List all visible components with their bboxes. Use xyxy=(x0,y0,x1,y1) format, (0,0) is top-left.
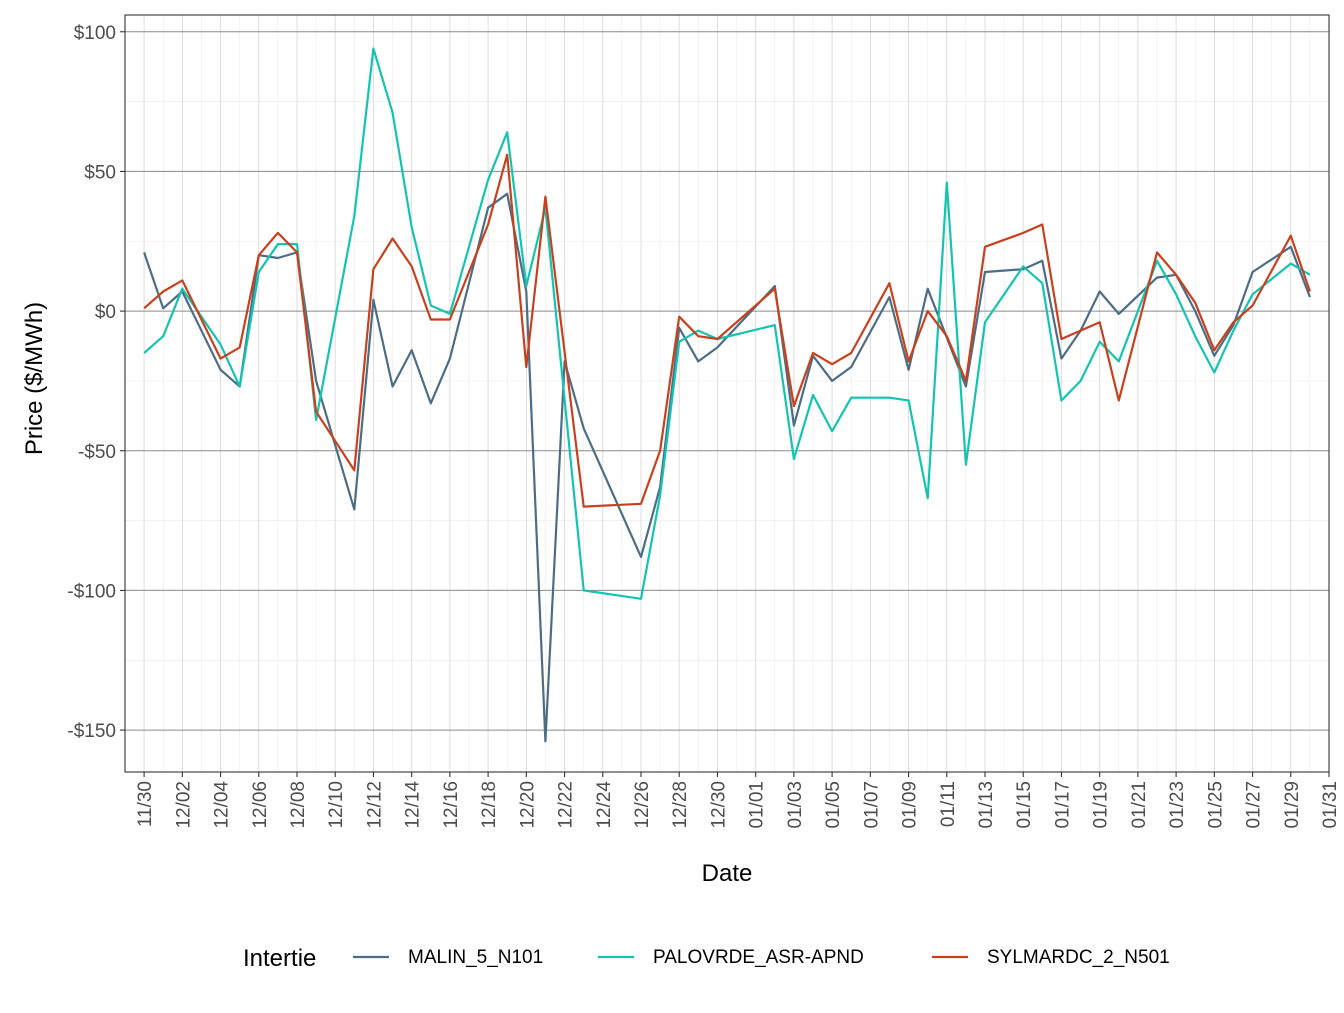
legend: Intertie MALIN_5_N101 PALOVRDE_ASR-APND SY… xyxy=(243,945,1170,972)
x-axis: 11/30 12/02 12/04 12/06 12/08 12/10 12/12 12/14… xyxy=(135,772,1341,829)
y-tick-label: $0 xyxy=(95,302,116,323)
series-line-malin_5_n101 xyxy=(143,192,1311,743)
x-tick-label: 01/27 xyxy=(1244,781,1265,829)
x-tick-label: 12/04 xyxy=(212,781,233,829)
series-line-sylmardc_2_n501 xyxy=(143,153,1311,508)
legend-label-palovrde_asr-apnd: PALOVRDE_ASR-APND xyxy=(653,947,864,968)
y-axis: $100 $50 $0 -$50 -$100 -$150 xyxy=(67,23,125,742)
series-lines xyxy=(143,47,1311,743)
x-tick-label: 12/14 xyxy=(403,781,424,829)
x-tick-label: 12/12 xyxy=(364,781,385,829)
legend-label-sylmardc_2_n501: SYLMARDC_2_N501 xyxy=(987,947,1170,968)
x-tick-label: 12/24 xyxy=(594,781,615,829)
y-tick-label: -$100 xyxy=(67,581,116,602)
x-tick-label: 12/06 xyxy=(250,781,271,829)
x-tick-label: 11/30 xyxy=(135,781,156,827)
x-tick-label: 12/20 xyxy=(517,781,538,829)
legend-label-malin_5_n101: MALIN_5_N101 xyxy=(408,947,543,968)
x-tick-label: 12/08 xyxy=(288,781,309,829)
x-tick-label: 01/11 xyxy=(938,781,959,827)
x-axis-title: Date xyxy=(702,860,753,887)
x-tick-label: 01/15 xyxy=(1014,781,1035,829)
x-tick-label: 01/03 xyxy=(785,781,806,829)
x-tick-label: 01/07 xyxy=(861,781,882,829)
legend-title: Intertie xyxy=(243,945,316,972)
y-tick-label: -$50 xyxy=(78,442,116,463)
x-tick-label: 01/23 xyxy=(1167,781,1188,829)
x-tick-label: 01/21 xyxy=(1129,781,1150,829)
plot-border xyxy=(124,14,1330,773)
x-tick-label: 01/17 xyxy=(1052,781,1073,829)
y-tick-label: $100 xyxy=(74,23,116,44)
x-tick-label: 12/02 xyxy=(173,781,194,829)
x-tick-label: 01/29 xyxy=(1282,781,1303,829)
x-tick-label: 01/25 xyxy=(1205,781,1226,829)
x-tick-label: 12/22 xyxy=(556,781,577,829)
x-tick-label: 01/31 xyxy=(1320,781,1341,829)
x-tick-label: 01/09 xyxy=(900,781,921,829)
x-tick-label: 01/01 xyxy=(747,781,768,829)
x-tick-label: 12/30 xyxy=(708,781,729,829)
legend-items: MALIN_5_N101 PALOVRDE_ASR-APND SYLMARDC_2_… xyxy=(353,947,1170,968)
x-tick-label: 12/16 xyxy=(441,781,462,829)
y-tick-label: $50 xyxy=(84,162,116,183)
x-tick-label: 12/18 xyxy=(479,781,500,829)
x-tick-label: 12/28 xyxy=(670,781,691,829)
gridlines xyxy=(124,15,1330,772)
x-tick-label: 12/26 xyxy=(632,781,653,829)
x-tick-label: 01/05 xyxy=(823,781,844,829)
x-tick-label: 01/13 xyxy=(976,781,997,829)
x-tick-label: 12/10 xyxy=(326,781,347,829)
x-tick-label: 01/19 xyxy=(1091,781,1112,829)
y-tick-label: -$150 xyxy=(67,721,116,742)
series-line-palovrde_asr-apnd xyxy=(143,47,1311,600)
y-axis-title: Price ($/MWh) xyxy=(21,302,48,455)
